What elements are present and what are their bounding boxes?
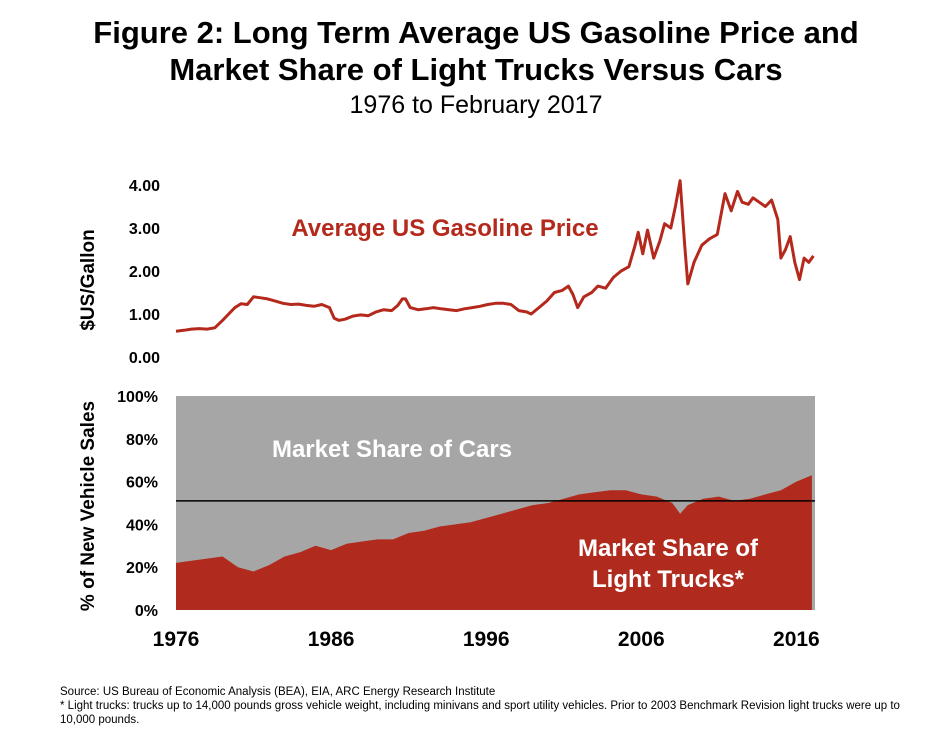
gas-price-annotation: Average US Gasoline Price [291, 215, 598, 242]
share-y-tick-label: 20% [126, 560, 158, 577]
x-tick-label: 1996 [463, 628, 510, 651]
chart-footer: Source: US Bureau of Economic Analysis (… [60, 685, 905, 727]
trucks-share-annotation-line-1: Market Share of [578, 535, 759, 562]
chart-figure: 0.00 1.00 2.00 3.00 4.00 $US/Gallon Average … [78, 178, 820, 651]
gas-y-tick-label: 0.00 [129, 350, 160, 367]
market-share-panel: 0%20%40%60%80%100% 1976 1986 1996 2006 2016 … [78, 389, 820, 651]
gas-y-tick-label: 3.00 [129, 221, 160, 238]
share-y-tick-label: 100% [117, 389, 158, 406]
share-y-tick-label: 80% [126, 432, 158, 449]
cars-share-annotation: Market Share of Cars [272, 436, 512, 463]
gas-price-panel: 0.00 1.00 2.00 3.00 4.00 $US/Gallon Average … [78, 178, 815, 367]
gas-y-tick-label: 2.00 [129, 264, 160, 281]
share-y-tick-label: 0% [135, 603, 158, 620]
trucks-share-annotation-line-2: Light Trucks* [592, 566, 745, 593]
chart-title: Figure 2: Long Term Average US Gasoline … [0, 14, 952, 88]
x-tick-label: 1976 [153, 628, 200, 651]
x-tick-label: 1986 [308, 628, 355, 651]
share-y-tick-label: 40% [126, 517, 158, 534]
title-line-2: Market Share of Light Trucks Versus Cars [169, 52, 783, 87]
source-note: Source: US Bureau of Economic Analysis (… [60, 686, 496, 698]
title-line-1: Figure 2: Long Term Average US Gasoline … [93, 15, 859, 50]
x-tick-labels: 1976 1986 1996 2006 2016 [153, 628, 820, 651]
share-y-tick-labels: 0% 20% 40% 60% 80% 100% [117, 389, 158, 620]
gas-y-axis-label: $US/Gallon [78, 229, 99, 330]
x-tick-label: 2016 [773, 628, 820, 651]
light-trucks-share-area [176, 475, 812, 610]
gas-y-tick-labels: 0.00 1.00 2.00 3.00 4.00 [129, 178, 160, 367]
gas-y-tick-label: 4.00 [129, 178, 160, 195]
share-y-tick-label: 60% [126, 475, 158, 492]
gas-y-tick-label: 1.00 [129, 307, 160, 324]
share-y-axis-label: % of New Vehicle Sales [78, 401, 99, 611]
chart-subtitle: 1976 to February 2017 [349, 91, 603, 119]
gas-price-line [175, 179, 815, 333]
light-trucks-footnote: * Light trucks: trucks up to 14,000 poun… [60, 700, 900, 726]
x-tick-label: 2006 [618, 628, 665, 651]
